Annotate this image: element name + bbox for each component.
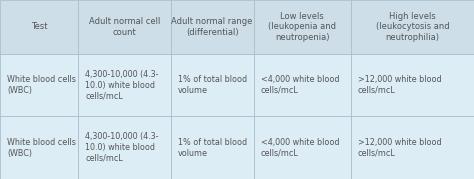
Text: Adult normal cell
count: Adult normal cell count: [89, 17, 160, 37]
Bar: [254, 54, 351, 116]
Text: White blood cells
(WBC): White blood cells (WBC): [7, 75, 76, 95]
Text: Adult normal range
(differential): Adult normal range (differential): [172, 17, 253, 37]
Bar: [0, 54, 78, 116]
Text: 1% of total blood
volume: 1% of total blood volume: [178, 75, 247, 95]
Bar: [171, 54, 254, 116]
Bar: [171, 0, 254, 54]
Bar: [351, 116, 474, 179]
Text: 1% of total blood
volume: 1% of total blood volume: [178, 138, 247, 158]
Bar: [351, 0, 474, 54]
Bar: [78, 116, 171, 179]
Bar: [78, 54, 171, 116]
Text: 4,300-10,000 (4.3-
10.0) white blood
cells/mcL: 4,300-10,000 (4.3- 10.0) white blood cel…: [85, 70, 159, 100]
Bar: [351, 54, 474, 116]
Bar: [0, 116, 78, 179]
Bar: [171, 116, 254, 179]
Bar: [254, 0, 351, 54]
Text: Low levels
(leukopenia and
neutropenia): Low levels (leukopenia and neutropenia): [268, 12, 336, 42]
Text: High levels
(leukocytosis and
neutrophilia): High levels (leukocytosis and neutrophil…: [375, 12, 449, 42]
Text: 4,300-10,000 (4.3-
10.0) white blood
cells/mcL: 4,300-10,000 (4.3- 10.0) white blood cel…: [85, 132, 159, 163]
Text: >12,000 white blood
cells/mcL: >12,000 white blood cells/mcL: [358, 75, 441, 95]
Text: <4,000 white blood
cells/mcL: <4,000 white blood cells/mcL: [261, 138, 339, 158]
Bar: [78, 0, 171, 54]
Text: Test: Test: [31, 22, 47, 31]
Bar: [0, 0, 78, 54]
Text: White blood cells
(WBC): White blood cells (WBC): [7, 138, 76, 158]
Bar: [254, 116, 351, 179]
Text: <4,000 white blood
cells/mcL: <4,000 white blood cells/mcL: [261, 75, 339, 95]
Text: >12,000 white blood
cells/mcL: >12,000 white blood cells/mcL: [358, 138, 441, 158]
